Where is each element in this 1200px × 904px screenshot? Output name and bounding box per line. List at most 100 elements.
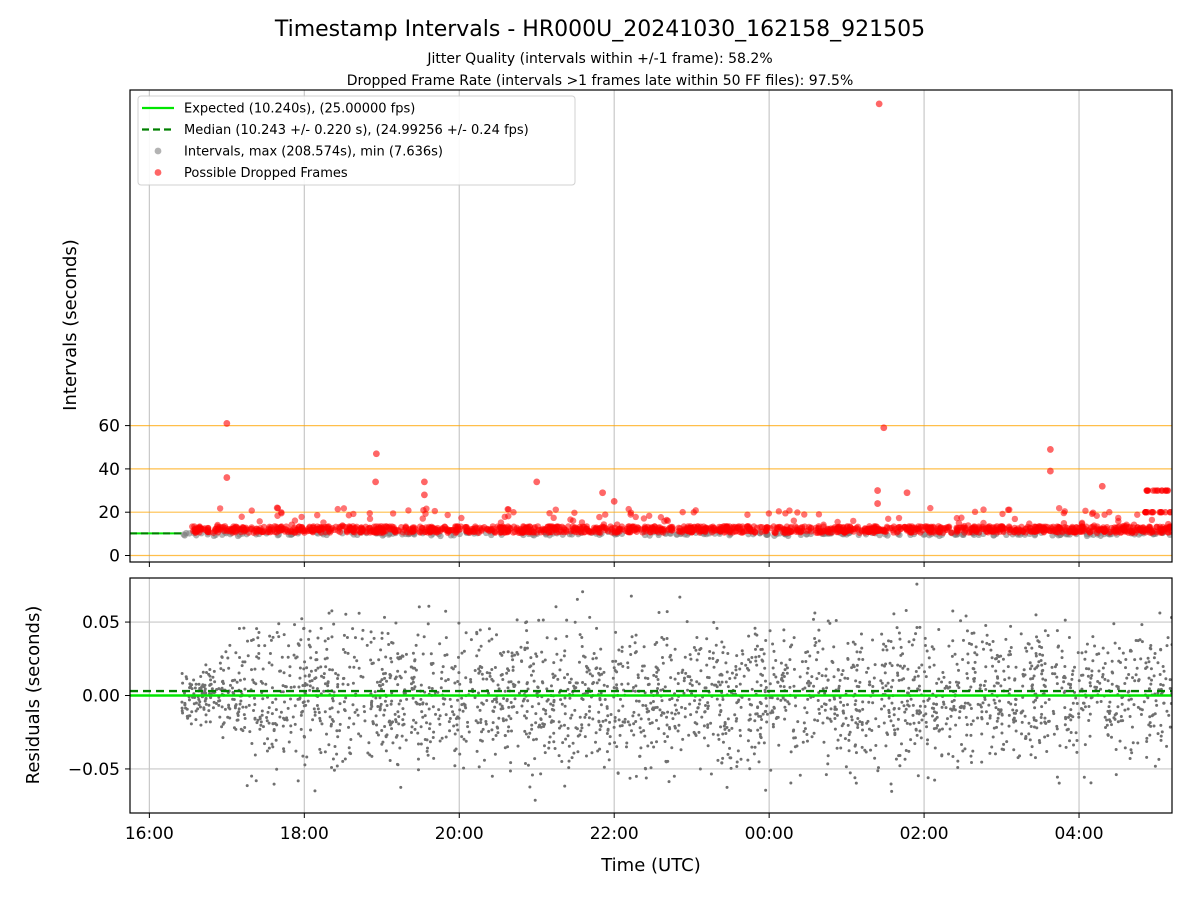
residual-point [826,754,830,758]
residual-point [976,702,980,706]
residual-point [729,766,733,770]
top-y-tick-label: 60 [98,417,120,437]
residual-point [185,677,189,681]
residual-point [332,768,336,772]
residual-point [203,699,207,703]
residual-point [282,749,286,753]
residual-point [441,696,445,700]
residual-point [639,717,643,721]
residual-point [451,667,455,671]
residual-point [1150,714,1154,718]
residual-point [993,701,997,705]
residual-point [395,762,399,766]
residual-point [856,725,860,729]
residual-point [896,717,900,721]
residual-point [374,696,378,700]
residual-point [488,671,492,675]
dropped-frame-point [1167,524,1172,532]
residual-point [336,682,340,686]
residual-point [226,715,230,719]
residual-point [473,668,477,672]
residual-point [1089,781,1093,785]
residual-point [530,727,534,731]
residual-point [1033,706,1037,710]
residual-point [584,712,588,716]
residual-point [1089,696,1093,700]
residual-point [353,636,357,640]
residual-point [971,719,975,723]
residual-point [890,701,894,705]
residual-point [930,645,934,649]
residual-point [296,779,300,783]
residual-point [479,644,483,648]
residual-point [410,665,414,669]
residual-point [1014,698,1018,702]
residual-point [1149,643,1153,647]
residual-point [817,628,821,632]
residual-point [1060,656,1064,660]
residual-point [505,671,509,675]
residual-point [338,729,342,733]
residual-point [511,658,515,662]
residual-point [378,680,382,684]
residual-point [404,652,408,656]
residual-point [318,747,322,751]
residual-point [256,718,260,722]
residual-point [639,730,643,734]
residual-point [200,685,204,689]
residual-point [838,695,842,699]
residual-point [336,735,340,739]
residual-point [192,678,196,682]
residual-point [428,722,432,726]
residual-point [688,653,692,657]
residual-point [655,740,659,744]
residual-point [922,699,926,703]
dropped-frame-point [558,523,566,531]
residual-point [259,679,263,683]
residual-point [725,670,729,674]
dropped-frame-point [513,526,520,533]
residual-point [460,735,464,739]
residual-point [1088,681,1092,685]
residual-point [511,665,515,669]
residual-point [194,682,198,686]
dropped-frame-point [569,523,576,530]
residual-point [1051,672,1055,676]
residual-point [418,702,422,706]
residual-point [1131,741,1135,745]
residual-point [1101,675,1105,679]
residual-point [332,690,336,694]
residual-point [845,703,849,707]
residual-point [776,715,780,719]
residual-point [275,631,279,635]
residual-point [602,670,606,674]
residual-point [996,676,1000,680]
residual-point [236,718,240,722]
residual-point [1060,686,1064,690]
residual-point [565,634,569,638]
residual-point [925,742,929,746]
residual-point [944,706,948,710]
residual-point [1154,699,1158,703]
residual-point [623,717,627,721]
residual-point [311,686,315,690]
residual-point [835,746,839,750]
residual-point [611,659,615,663]
residual-point [558,726,562,730]
residual-point [746,758,750,762]
legend-label: Expected (10.240s), (25.00000 fps) [184,102,415,117]
residual-point [734,719,738,723]
residual-point [490,728,494,732]
dropped-frame-point [928,526,935,533]
residual-point [1063,665,1067,669]
residual-point [218,699,222,703]
residual-point [293,623,297,627]
residual-point [563,784,567,788]
residual-point [712,620,716,624]
residual-point [909,738,913,742]
residual-point [573,620,577,624]
residual-point [228,707,232,711]
residual-point [242,713,246,717]
dropped-frame-point [405,507,412,514]
